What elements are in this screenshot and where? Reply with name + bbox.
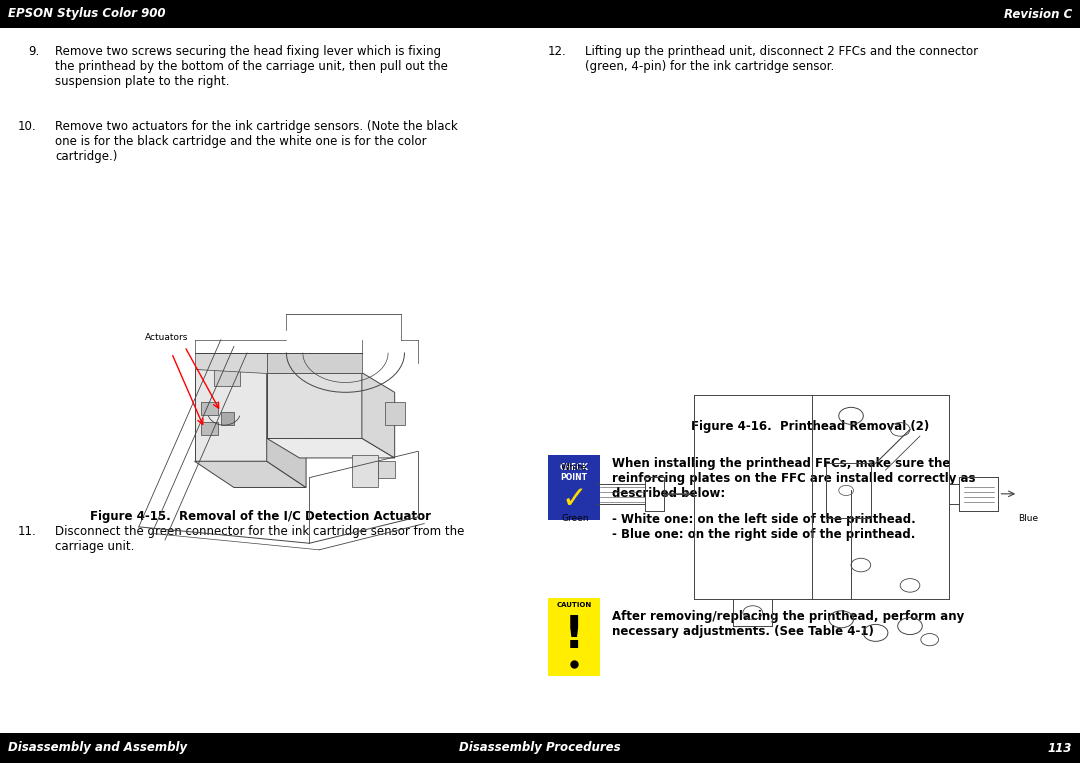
Polygon shape xyxy=(267,372,362,438)
Text: Figure 4-15.  Removal of the I/C Detection Actuator: Figure 4-15. Removal of the I/C Detectio… xyxy=(90,510,431,523)
Bar xyxy=(384,402,405,425)
Text: EPSON Stylus Color 900: EPSON Stylus Color 900 xyxy=(8,8,165,21)
Text: Disassembly and Assembly: Disassembly and Assembly xyxy=(8,742,187,755)
Bar xyxy=(548,455,600,520)
Text: Remove two screws securing the head fixing lever which is fixing
the printhead b: Remove two screws securing the head fixi… xyxy=(55,45,448,88)
Text: Disassembly Procedures: Disassembly Procedures xyxy=(459,742,621,755)
Bar xyxy=(201,402,217,415)
Polygon shape xyxy=(267,353,362,372)
Bar xyxy=(220,412,234,425)
Bar xyxy=(548,598,600,676)
Bar xyxy=(0,733,1080,763)
Text: After removing/replacing the printhead, perform any
necessary adjustments. (See : After removing/replacing the printhead, … xyxy=(612,610,964,638)
Bar xyxy=(201,422,217,435)
Text: 11.: 11. xyxy=(18,525,37,538)
Polygon shape xyxy=(194,369,267,461)
Polygon shape xyxy=(194,461,306,488)
Text: When installing the printhead FFCs, make sure the
reinforcing plates on the FFC : When installing the printhead FFCs, make… xyxy=(612,457,975,500)
Text: Lifting up the printhead unit, disconnect 2 FFCs and the connector
(green, 4-pin: Lifting up the printhead unit, disconnec… xyxy=(585,45,978,73)
Text: Green: Green xyxy=(562,514,589,523)
Text: Remove two actuators for the ink cartridge sensors. (Note the black
one is for t: Remove two actuators for the ink cartrid… xyxy=(55,120,458,163)
Text: CHECK: CHECK xyxy=(559,463,589,472)
Text: 12.: 12. xyxy=(548,45,567,58)
Bar xyxy=(0,0,1080,28)
Bar xyxy=(378,461,394,478)
Text: Disconnect the green connector for the ink cartridge sensor from the
carriage un: Disconnect the green connector for the i… xyxy=(55,525,464,553)
Text: POINT: POINT xyxy=(561,473,588,482)
Bar xyxy=(214,369,241,386)
Text: !: ! xyxy=(564,614,584,657)
Polygon shape xyxy=(267,369,306,488)
Text: ✓: ✓ xyxy=(562,485,586,514)
Bar xyxy=(352,455,378,488)
Text: CAUTION: CAUTION xyxy=(556,602,592,608)
Polygon shape xyxy=(267,438,394,458)
Text: 113: 113 xyxy=(1048,742,1072,755)
Text: - White one: on the left side of the printhead.
- Blue one: on the right side of: - White one: on the left side of the pri… xyxy=(612,513,916,541)
Text: Actuators: Actuators xyxy=(146,333,189,343)
Text: 9.: 9. xyxy=(28,45,39,58)
Polygon shape xyxy=(194,353,267,372)
Text: Revision C: Revision C xyxy=(1003,8,1072,21)
Text: Figure 4-16.  Printhead Removal (2): Figure 4-16. Printhead Removal (2) xyxy=(691,420,929,433)
Text: White: White xyxy=(562,463,588,472)
Bar xyxy=(220,359,234,369)
Polygon shape xyxy=(362,372,394,458)
Text: 10.: 10. xyxy=(18,120,37,133)
Text: Blue: Blue xyxy=(1017,514,1038,523)
